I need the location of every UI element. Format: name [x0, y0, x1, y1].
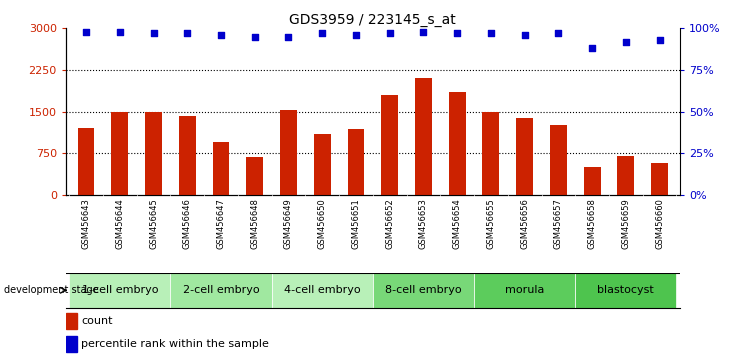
- Bar: [415, 78, 432, 195]
- Text: GSM456644: GSM456644: [115, 199, 124, 249]
- Bar: [280, 110, 297, 195]
- Point: [114, 29, 126, 34]
- Text: GSM456657: GSM456657: [554, 199, 563, 250]
- Bar: [373, 273, 474, 308]
- Text: 1-cell embryo: 1-cell embryo: [82, 285, 158, 295]
- Text: GSM456650: GSM456650: [318, 199, 327, 249]
- Point: [317, 30, 328, 36]
- Point: [417, 29, 429, 34]
- Point: [249, 34, 260, 40]
- Text: GSM456652: GSM456652: [385, 199, 394, 249]
- Bar: [246, 157, 263, 195]
- Bar: [651, 162, 668, 195]
- Bar: [618, 156, 635, 195]
- Point: [80, 29, 92, 34]
- Bar: [213, 142, 230, 195]
- Text: GSM456654: GSM456654: [452, 199, 462, 249]
- Bar: [69, 273, 170, 308]
- Point: [350, 32, 362, 38]
- Text: GSM456647: GSM456647: [216, 199, 225, 250]
- Bar: [170, 273, 272, 308]
- Bar: [474, 273, 575, 308]
- Text: GSM456645: GSM456645: [149, 199, 158, 249]
- Bar: [272, 273, 373, 308]
- Bar: [583, 167, 601, 195]
- Text: GSM456653: GSM456653: [419, 199, 428, 250]
- Bar: [179, 116, 196, 195]
- Text: count: count: [81, 316, 113, 326]
- Text: development stage: development stage: [4, 285, 98, 295]
- Point: [620, 39, 632, 45]
- Point: [586, 45, 598, 51]
- Bar: [66, 336, 77, 352]
- Bar: [575, 273, 676, 308]
- Text: GSM456655: GSM456655: [486, 199, 496, 249]
- Bar: [347, 129, 364, 195]
- Text: GSM456658: GSM456658: [588, 199, 596, 250]
- Text: 2-cell embryo: 2-cell embryo: [183, 285, 260, 295]
- Bar: [111, 112, 128, 195]
- Text: 4-cell embryo: 4-cell embryo: [284, 285, 360, 295]
- Point: [283, 34, 295, 40]
- Text: GSM456651: GSM456651: [352, 199, 360, 249]
- Point: [181, 30, 193, 36]
- Text: GSM456659: GSM456659: [621, 199, 630, 249]
- Text: GSM456648: GSM456648: [250, 199, 260, 250]
- Point: [384, 30, 395, 36]
- Text: GSM456660: GSM456660: [655, 199, 664, 250]
- Point: [519, 32, 531, 38]
- Bar: [145, 112, 162, 195]
- Title: GDS3959 / 223145_s_at: GDS3959 / 223145_s_at: [289, 13, 456, 27]
- Text: 8-cell embryo: 8-cell embryo: [385, 285, 462, 295]
- Text: GSM456656: GSM456656: [520, 199, 529, 250]
- Text: GSM456649: GSM456649: [284, 199, 293, 249]
- Point: [654, 37, 665, 43]
- Bar: [449, 92, 466, 195]
- Bar: [550, 125, 567, 195]
- Bar: [482, 112, 499, 195]
- Point: [553, 30, 564, 36]
- Text: morula: morula: [505, 285, 545, 295]
- Bar: [314, 134, 330, 195]
- Point: [485, 30, 497, 36]
- Bar: [516, 118, 533, 195]
- Point: [148, 30, 159, 36]
- Text: GSM456646: GSM456646: [183, 199, 192, 250]
- Text: blastocyst: blastocyst: [597, 285, 654, 295]
- Bar: [66, 313, 77, 329]
- Bar: [382, 95, 398, 195]
- Text: percentile rank within the sample: percentile rank within the sample: [81, 339, 269, 349]
- Point: [451, 30, 463, 36]
- Bar: [77, 128, 94, 195]
- Point: [215, 32, 227, 38]
- Text: GSM456643: GSM456643: [82, 199, 91, 250]
